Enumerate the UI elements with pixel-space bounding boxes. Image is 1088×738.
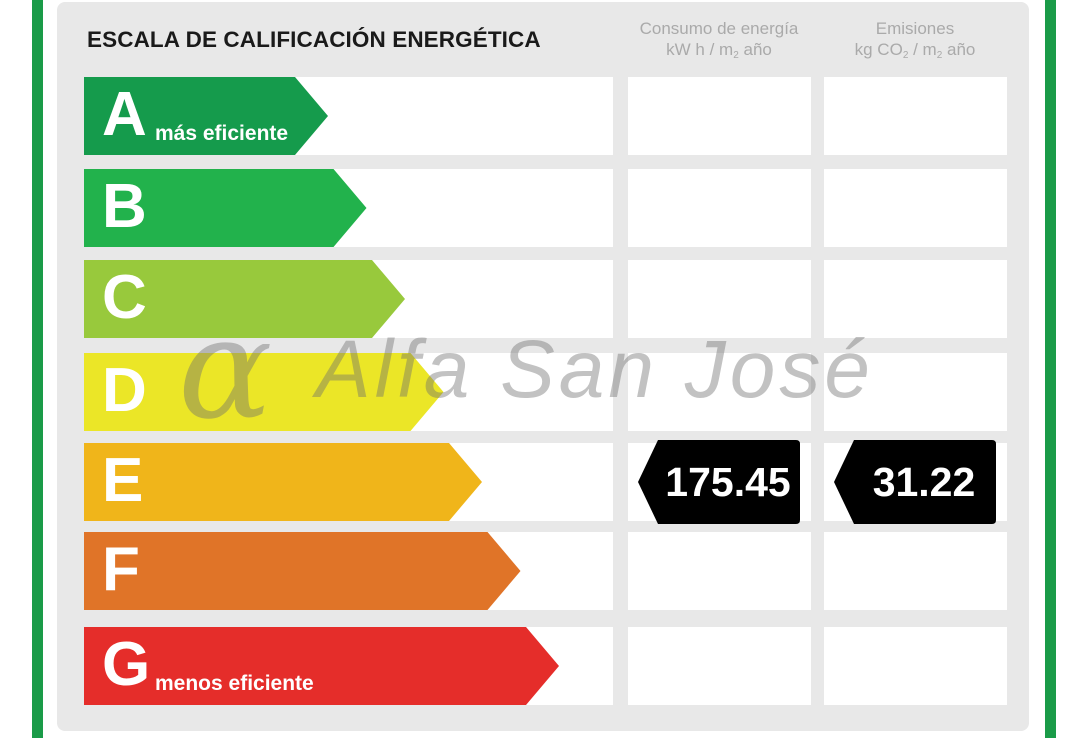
left-border-stripe: [32, 0, 43, 738]
right-border-stripe: [1045, 0, 1056, 738]
rating-bar-c: C: [84, 260, 405, 338]
consumption-value-marker: 175.45: [638, 440, 802, 524]
consumption-cell-c: [628, 260, 811, 338]
rating-row-c: C: [84, 260, 613, 338]
rating-bar-b: B: [84, 169, 367, 247]
rating-arrow-shape-f: [84, 532, 521, 610]
rating-arrow-polygon-a: [84, 77, 328, 155]
emissions-cell-f: [824, 532, 1007, 610]
emissions-header-label: Emisiones: [875, 19, 955, 38]
rating-sublabel-g: menos eficiente: [155, 672, 314, 695]
energy-label-panel: ESCALA DE CALIFICACIÓN ENERGÉTICA Consum…: [57, 2, 1029, 731]
consumption-cell-b: [628, 169, 811, 247]
consumption-cell-a: [628, 77, 811, 155]
rating-letter-d: D: [102, 356, 147, 425]
rating-arrow-shape-d: [84, 353, 444, 431]
rating-row-f: F: [84, 532, 613, 610]
emissions-value-marker: 31.22: [834, 440, 998, 524]
rating-arrow-shape-b: [84, 169, 367, 247]
consumption-header-unit: kW h / m2 año: [666, 40, 772, 61]
rating-row-b: B: [84, 169, 613, 247]
rating-arrow-polygon-c: [84, 260, 405, 338]
rating-bar-f: F: [84, 532, 521, 610]
rating-arrow-polygon-b: [84, 169, 367, 247]
emissions-header-unit: kg CO2 / m2 año: [854, 40, 976, 61]
consumption-value-marker-value: 175.45: [665, 459, 791, 505]
consumption-column-header: Consumo de energía kW h / m2 año: [627, 18, 811, 66]
emissions-cell-c: [824, 260, 1007, 338]
rating-arrow-shape-e: [84, 443, 482, 521]
rating-bar-e: E: [84, 443, 482, 521]
consumption-cell-g: [628, 627, 811, 705]
rating-row-e: E: [84, 443, 613, 521]
rating-arrow-shape-g: [84, 627, 559, 705]
rating-letter-b: B: [102, 172, 147, 241]
rating-row-d: D: [84, 353, 613, 431]
emissions-cell-b: [824, 169, 1007, 247]
rating-arrow-shape-a: [84, 77, 328, 155]
emissions-cell-g: [824, 627, 1007, 705]
consumption-value-marker-shape: [638, 440, 800, 524]
chart-title: ESCALA DE CALIFICACIÓN ENERGÉTICA: [87, 27, 541, 52]
rating-arrow-shape-c: [84, 260, 405, 338]
rating-bar-d: D: [84, 353, 444, 431]
consumption-header-label: Consumo de energía: [639, 19, 799, 38]
consumption-cell-d: [628, 353, 811, 431]
emissions-value-marker-value: 31.22: [872, 459, 976, 505]
emissions-cell-a: [824, 77, 1007, 155]
rating-letter-g: G: [102, 630, 151, 699]
rating-letter-f: F: [102, 535, 140, 604]
emissions-column-header: Emisiones kg CO2 / m2 año: [823, 18, 1007, 66]
rating-letter-c: C: [102, 263, 147, 332]
rating-sublabel-a: más eficiente: [155, 122, 289, 145]
rating-letter-e: E: [102, 446, 144, 515]
rating-arrow-polygon-f: [84, 532, 521, 610]
emissions-cell-d: [824, 353, 1007, 431]
consumption-cell-f: [628, 532, 811, 610]
rating-arrow-polygon-g: [84, 627, 559, 705]
emissions-value-marker-shape: [834, 440, 996, 524]
rating-arrow-polygon-e: [84, 443, 482, 521]
rating-arrow-polygon-d: [84, 353, 444, 431]
rating-letter-a: A: [102, 80, 147, 149]
